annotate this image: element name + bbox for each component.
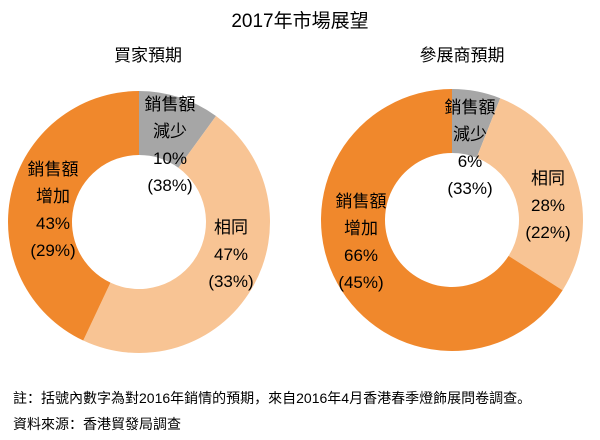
buyers-subtitle: 買家預期	[114, 46, 182, 65]
buyers-donut	[8, 90, 270, 354]
donut-segment-decrease	[139, 91, 216, 168]
label-line: (22%)	[525, 223, 571, 242]
chart-title: 2017年市場展望	[231, 11, 369, 32]
label-exhibitors-increase: 銷售額 增加 66% (45%)	[306, 188, 416, 296]
exhibitors-subtitle: 參展商預期	[419, 46, 505, 65]
label-line: (33%)	[208, 272, 254, 291]
donut-segment-same	[476, 98, 583, 291]
label-line: 銷售額	[144, 95, 196, 114]
source-note: 資料來源：香港貿發局調查	[13, 416, 181, 432]
label-line: 43%	[35, 214, 71, 233]
donut-segment-same	[83, 116, 270, 354]
label-line: 6%	[457, 152, 483, 171]
label-line: 10%	[152, 149, 188, 168]
donut-segment-decrease	[452, 89, 501, 158]
label-buyers-increase: 銷售額 增加 43% (29%)	[0, 156, 108, 264]
footnote: 註：括號內數字為對2016年銷情的預期，來自2016年4月香港春季燈飾展問卷調查…	[13, 390, 532, 406]
label-line: 相同	[531, 169, 565, 188]
label-line: 66%	[343, 246, 379, 265]
label-exhibitors-same: 相同 28% (22%)	[493, 165, 600, 246]
donut-segment-increase	[320, 89, 563, 352]
label-exhibitors-decrease: 銷售額 減少 6% (33%)	[410, 94, 530, 202]
label-line: (33%)	[447, 179, 493, 198]
exhibitors-donut	[320, 89, 583, 352]
label-line: (29%)	[30, 241, 76, 260]
label-line: 銷售額	[444, 98, 496, 117]
label-line: 減少	[453, 125, 487, 144]
label-line: 增加	[344, 219, 378, 238]
label-line: 28%	[530, 196, 566, 215]
label-line: 銷售額	[335, 192, 387, 211]
label-line: (45%)	[338, 273, 384, 292]
label-line: 減少	[153, 122, 187, 141]
label-line: (38%)	[147, 176, 193, 195]
donut-segment-increase	[8, 90, 140, 341]
label-line: 相同	[214, 218, 248, 237]
label-line: 47%	[213, 245, 249, 264]
label-buyers-same: 相同 47% (33%)	[176, 214, 286, 295]
label-line: 銷售額	[27, 160, 79, 179]
label-buyers-decrease: 銷售額 減少 10% (38%)	[110, 91, 230, 199]
label-line: 增加	[36, 187, 70, 206]
